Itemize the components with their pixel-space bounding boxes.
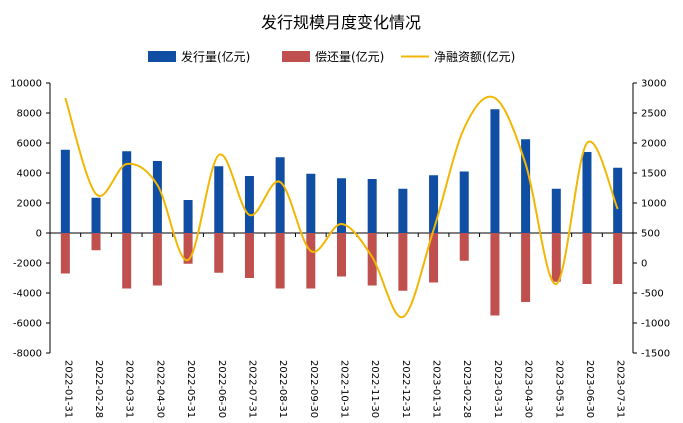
chart-title: 发行规模月度变化情况	[261, 13, 421, 32]
x-tick-label: 2022-03-31	[124, 360, 135, 418]
issuance-bar	[183, 200, 193, 233]
issuance-bar	[398, 188, 408, 233]
repayment-bar	[337, 233, 346, 277]
repayment-bar	[152, 233, 162, 286]
repayment-bar	[122, 233, 132, 289]
issuance-bar	[306, 173, 316, 233]
issuance-bar	[244, 176, 254, 233]
legend-label-net-financing: 净融资额(亿元)	[434, 49, 515, 64]
repayment-bar	[367, 233, 377, 286]
repayment-bar	[244, 233, 254, 278]
left-y-tick-label: -2000	[13, 259, 42, 270]
left-y-tick-label: 0	[36, 229, 42, 240]
x-tick-label: 2022-10-31	[339, 360, 350, 418]
net-financing-line	[64, 95, 619, 319]
left-y-tick-label: 2000	[17, 199, 42, 210]
issuance-bar	[337, 178, 346, 233]
left-y-tick-label: 10000	[10, 79, 42, 90]
legend: 发行量(亿元) 偿还量(亿元) 净融资额(亿元)	[148, 49, 515, 64]
legend-swatch-issuance	[148, 51, 176, 62]
issuance-bar	[429, 175, 439, 233]
issuance-bar	[122, 151, 132, 233]
repayment-bar	[183, 233, 193, 264]
x-tick-label: 2023-01-31	[431, 360, 442, 418]
issuance-bar	[367, 179, 377, 233]
issuance-bar	[613, 167, 623, 233]
net-financing-line-layer	[64, 95, 619, 319]
left-y-tick-label: 4000	[17, 169, 42, 180]
x-tick-label: 2022-06-30	[216, 360, 227, 418]
x-tick-label: 2022-04-30	[154, 360, 165, 418]
left-y-tick-label: -4000	[13, 289, 42, 300]
issuance-bar	[60, 149, 70, 233]
x-tick-label: 2022-01-31	[62, 360, 73, 418]
issuance-bar	[490, 109, 500, 233]
repayment-bar	[398, 233, 408, 291]
x-tick-label: 2022-09-30	[308, 360, 319, 418]
repayment-bar	[490, 233, 500, 316]
repayment-bar	[429, 233, 439, 283]
bars	[60, 109, 623, 316]
x-tick-label: 2022-07-31	[246, 360, 257, 418]
left-y-tick-label: -8000	[13, 349, 42, 360]
repayment-bar	[613, 233, 623, 284]
right-y-tick-label: 2500	[641, 109, 666, 120]
legend-label-issuance: 发行量(亿元)	[181, 49, 250, 64]
issuance-bar	[152, 161, 162, 233]
x-tick-labels: 2022-01-31 2022-02-28 2022-03-31 2022-04-30…	[62, 360, 625, 418]
x-tick-label: 2023-04-30	[523, 360, 534, 418]
right-y-tick-label: 2000	[641, 139, 666, 150]
right-y-tick-label: 1500	[641, 169, 666, 180]
repayment-bar	[214, 233, 224, 273]
right-y-tick-label: -1000	[641, 319, 670, 330]
repayment-bar	[60, 233, 70, 274]
issuance-bar	[582, 152, 592, 233]
x-tick-label: 2023-03-31	[492, 360, 503, 418]
issuance-bar	[275, 157, 285, 233]
repayment-bar	[521, 233, 531, 302]
x-tick-label: 2023-07-31	[615, 360, 626, 418]
legend-label-repayment: 偿还量(亿元)	[315, 49, 384, 64]
repayment-bar	[275, 233, 285, 289]
x-tick-label: 2022-02-28	[93, 360, 104, 418]
repayment-bar	[306, 233, 316, 289]
issuance-bar	[214, 166, 224, 233]
issuance-bar	[459, 171, 469, 233]
right-y-tick-label: -1500	[641, 349, 670, 360]
x-tick-label: 2022-12-31	[400, 360, 411, 418]
repayment-bar	[91, 233, 101, 251]
x-tick-label: 2023-05-31	[553, 360, 564, 418]
right-y-tick-label: 500	[641, 229, 660, 240]
x-tick-label: 2023-02-28	[461, 360, 472, 418]
x-tick-label: 2022-08-31	[277, 360, 288, 418]
issuance-bar	[521, 139, 531, 233]
issuance-bar	[91, 197, 101, 233]
right-y-tick-label: -500	[641, 289, 664, 300]
issuance-bar	[551, 188, 561, 233]
left-y-tick-label: -6000	[13, 319, 42, 330]
left-y-tick-label: 6000	[17, 139, 42, 150]
right-y-tick-label: 0	[641, 259, 647, 270]
right-y-tick-label: 1000	[641, 199, 666, 210]
repayment-bar	[551, 233, 561, 282]
x-tick-label: 2023-06-30	[584, 360, 595, 418]
x-tick-label: 2022-05-31	[185, 360, 196, 418]
x-tick-label: 2022-11-30	[369, 360, 380, 418]
legend-swatch-repayment	[282, 51, 310, 62]
repayment-bar	[459, 233, 469, 261]
right-y-tick-label: 3000	[641, 79, 666, 90]
repayment-bar	[582, 233, 592, 284]
left-y-tick-label: 8000	[17, 109, 42, 120]
